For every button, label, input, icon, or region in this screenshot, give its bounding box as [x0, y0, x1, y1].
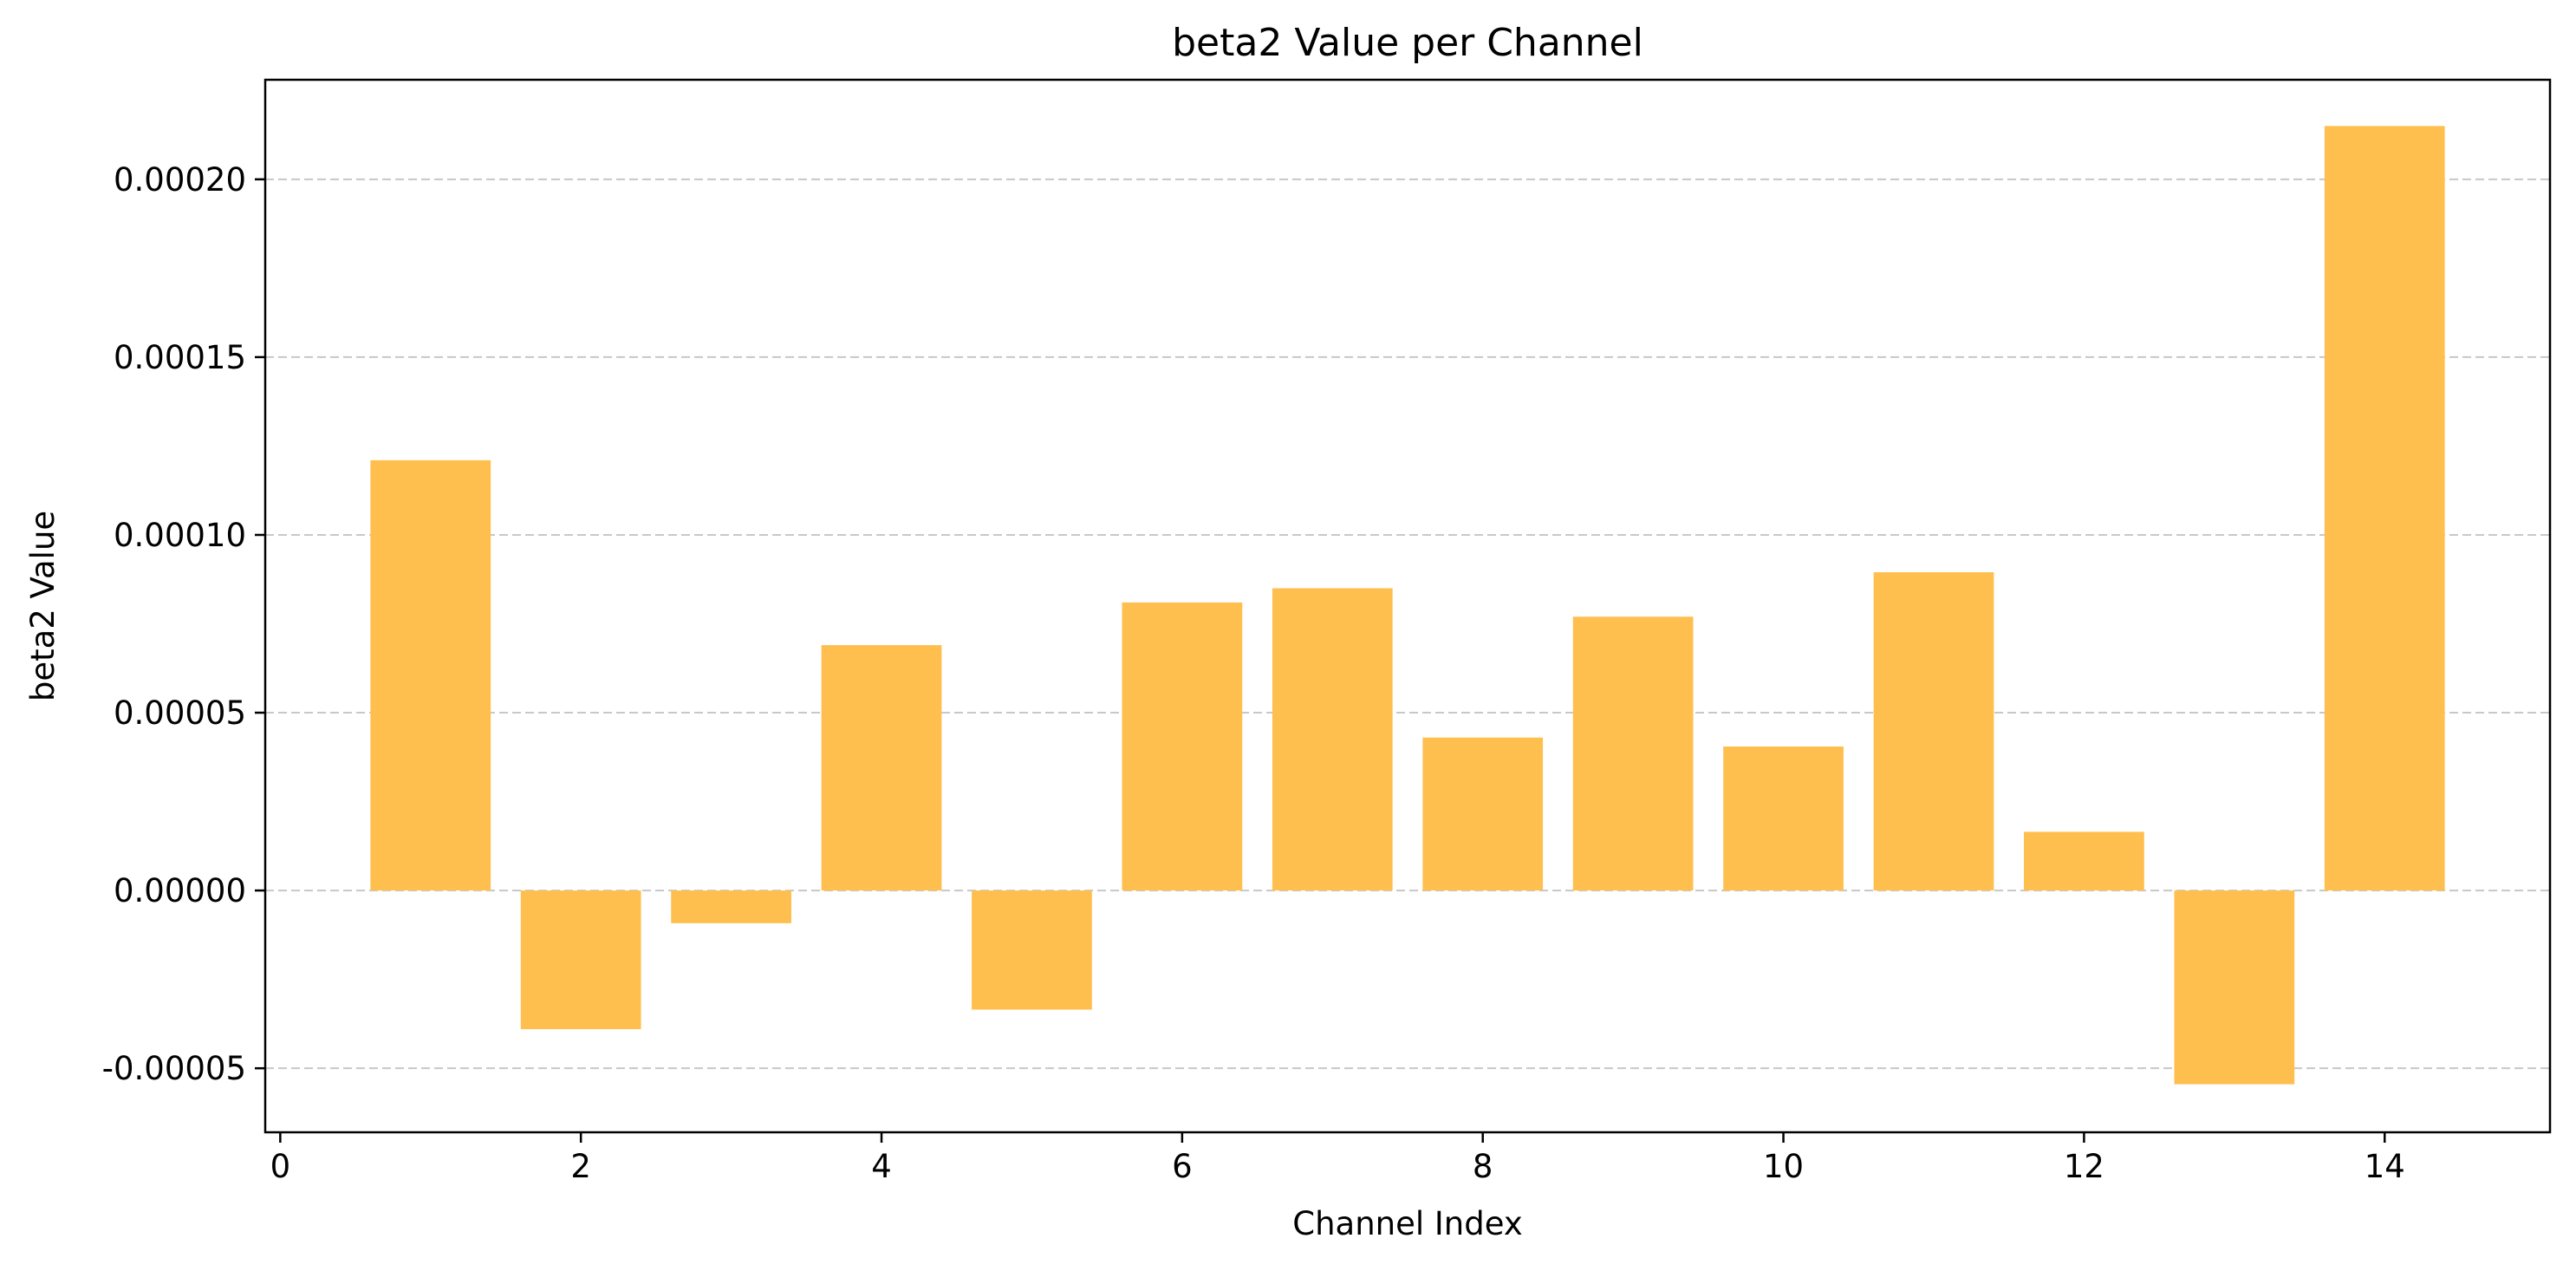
bar-channel-6 [1122, 602, 1243, 891]
x-axis-label: Channel Index [1292, 1205, 1523, 1242]
bar-channel-14 [2324, 126, 2445, 891]
bar-channel-12 [2024, 831, 2144, 891]
y-tick-label: 0.00005 [114, 694, 246, 732]
x-tick-label: 10 [1763, 1148, 1804, 1185]
x-tick-label: 0 [270, 1148, 291, 1185]
bar-channel-1 [370, 460, 491, 891]
bar-channel-4 [821, 645, 942, 891]
y-axis-label: beta2 Value [24, 511, 62, 701]
bar-channel-5 [972, 890, 1092, 1010]
x-tick-label: 6 [1172, 1148, 1193, 1185]
bar-channel-7 [1272, 588, 1393, 891]
x-tick-label: 12 [2064, 1148, 2104, 1185]
y-tick-label: 0.00015 [114, 339, 246, 376]
y-tick-label: 0.00020 [114, 161, 246, 199]
bar-channel-10 [1723, 746, 1844, 891]
bar-channel-8 [1422, 737, 1544, 891]
plot-frame [263, 78, 2552, 1134]
chart-title: beta2 Value per Channel [1172, 21, 1643, 65]
bar-channel-9 [1572, 616, 1694, 891]
bar-channel-13 [2174, 890, 2295, 1085]
bar-channel-2 [520, 890, 641, 1030]
y-tick-label: 0.00000 [114, 872, 246, 909]
x-axis-ticks: 0 2 4 6 8 10 12 14 [270, 1132, 2405, 1185]
bar-channel-11 [1873, 572, 1994, 891]
x-tick-label: 14 [2365, 1148, 2405, 1185]
x-tick-label: 8 [1473, 1148, 1493, 1185]
x-tick-label: 2 [570, 1148, 591, 1185]
y-tick-label: 0.00010 [114, 517, 246, 554]
bar-channel-3 [671, 890, 791, 923]
bars [370, 126, 2445, 1085]
x-tick-label: 4 [871, 1148, 892, 1185]
y-tick-label: -0.00005 [102, 1050, 246, 1087]
y-gridlines [265, 178, 2550, 1070]
y-axis-ticks: -0.00005 0.00000 0.00005 0.00010 0.00015 0.00… [102, 161, 265, 1087]
